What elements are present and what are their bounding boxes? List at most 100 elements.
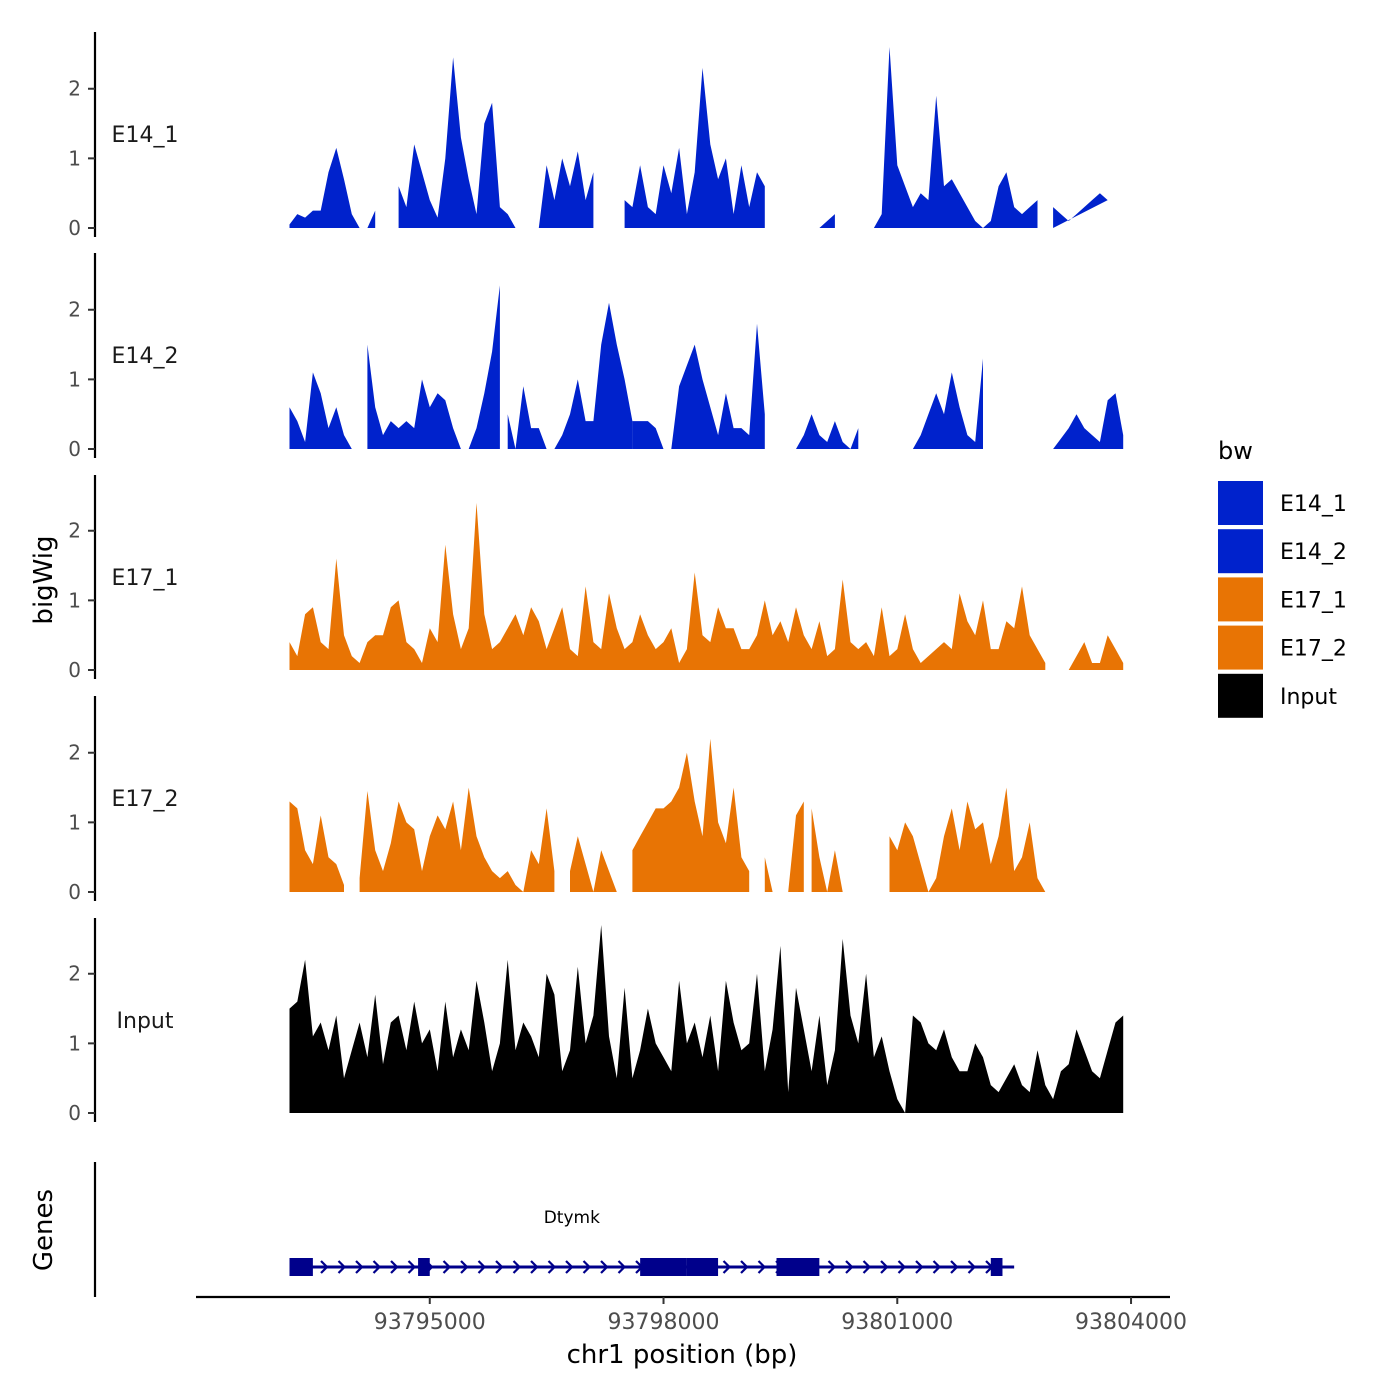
y-tick-label: 2 [68, 519, 81, 543]
track-label-E14_1: E14_1 [112, 123, 179, 148]
y-tick-label: 1 [68, 146, 81, 170]
legend-key-E17_2 [1218, 625, 1263, 670]
area-E17_2-4 [764, 801, 804, 892]
area-E17_2-1 [359, 787, 555, 892]
x-tick-label: 93804000 [1075, 1310, 1187, 1335]
legend-key-Input [1218, 673, 1263, 718]
legend-key-E14_1 [1218, 481, 1263, 525]
area-E17_1-1 [1060, 635, 1124, 670]
strand-arrow [407, 1260, 417, 1274]
strand-arrow [565, 1260, 574, 1274]
y-tick-label: 0 [68, 880, 81, 904]
y-tick-label: 0 [68, 437, 81, 461]
x-tick-label: 93801000 [841, 1310, 953, 1335]
area-E17_2-0 [289, 801, 344, 892]
strand-arrow [862, 1260, 872, 1274]
strand-arrow [950, 1260, 959, 1274]
exon-3 [686, 1258, 719, 1276]
track-label-E14_2: E14_2 [112, 344, 179, 369]
strand-arrow [757, 1260, 767, 1274]
strand-arrow [722, 1260, 732, 1274]
area-Input-0 [289, 925, 1124, 1113]
x-tick-label: 93795000 [374, 1310, 486, 1335]
area-E14_2-4 [788, 414, 859, 449]
track-E17_1: 0 1 2 E17_1 [68, 475, 1124, 682]
y-tick-label: 2 [68, 77, 81, 101]
strand-arrow [390, 1260, 399, 1274]
area-E17_2-6 [889, 787, 1116, 892]
y-tick-label: 1 [68, 588, 81, 612]
area-E14_1-5 [1053, 193, 1108, 228]
y-tick-label: 1 [68, 1031, 81, 1055]
genes-track-label: Genes [29, 1189, 59, 1271]
strand-arrow [460, 1260, 469, 1274]
area-E14_1-4 [873, 47, 1038, 228]
exon-5 [990, 1258, 1003, 1276]
area-E14_1-0 [289, 147, 376, 228]
legend-key-E17_1 [1218, 577, 1263, 622]
exon-4 [776, 1258, 820, 1276]
track-label-E17_1: E17_1 [112, 566, 179, 591]
legend-label-E17_2: E17_2 [1280, 637, 1347, 662]
strand-arrow [600, 1260, 609, 1274]
y-tick-label: 0 [68, 658, 81, 682]
x-tick-label: 93798000 [608, 1310, 720, 1335]
y-axis-title: bigWig [29, 535, 59, 624]
strand-arrow [740, 1260, 749, 1274]
legend-label-E14_1: E14_1 [1280, 492, 1347, 517]
area-E17_2-5 [811, 808, 851, 892]
strand-arrow [320, 1260, 329, 1274]
y-tick-label: 2 [68, 298, 81, 322]
area-E14_1-2 [624, 67, 765, 229]
y-tick-label: 1 [68, 367, 81, 391]
x-axis-title: chr1 position (bp) [567, 1340, 798, 1370]
track-Input: 0 1 2 Input [68, 918, 1124, 1125]
gene-name-label: Dtymk [544, 1208, 600, 1228]
area-E14_2-6 [1022, 393, 1124, 449]
area-E14_2-5 [889, 358, 983, 449]
strand-arrow [967, 1260, 977, 1274]
area-E14_1-1 [398, 57, 594, 229]
legend: bw E14_1 E14_2 E17_1 E17_2 Input [1218, 437, 1347, 718]
legend-title: bw [1218, 437, 1253, 465]
track-E14_1: 0 1 2 E14_1 [68, 32, 1108, 240]
strand-arrow [355, 1260, 364, 1274]
strand-arrow [617, 1260, 627, 1274]
x-axis: 93795000 93798000 93801000 93804000 [196, 1295, 1187, 1335]
legend-label-E14_2: E14_2 [1280, 540, 1347, 565]
exon-0 [289, 1258, 313, 1276]
strand-arrow [372, 1260, 382, 1274]
track-label-E17_2: E17_2 [112, 787, 179, 812]
strand-arrow [495, 1260, 504, 1274]
exon-2 [640, 1258, 687, 1276]
area-E17_1-0 [289, 502, 1046, 670]
strand-arrow [932, 1260, 942, 1274]
legend-key-E14_2 [1218, 529, 1263, 574]
strand-arrow [547, 1260, 557, 1274]
area-E14_2-3 [632, 323, 765, 449]
strand-arrow [530, 1260, 539, 1274]
strand-arrow [845, 1260, 854, 1274]
track-label-Input: Input [117, 1009, 174, 1034]
legend-label-Input: Input [1280, 685, 1337, 710]
y-tick-label: 2 [68, 962, 81, 986]
strand-arrow [827, 1260, 837, 1274]
genes-layer: Dtymk [93, 1162, 1015, 1297]
exon-1 [418, 1258, 430, 1276]
legend-label-E17_1: E17_1 [1280, 588, 1347, 613]
area-E14_2-2 [507, 302, 633, 449]
strand-arrow [477, 1260, 487, 1274]
strand-arrow [337, 1260, 347, 1274]
track-E14_2: 0 1 2 E14_2 [68, 253, 1124, 461]
strand-arrow [442, 1260, 452, 1274]
area-E17_2-2 [570, 836, 617, 892]
area-E14_1-3 [811, 214, 835, 228]
strand-arrow [512, 1260, 522, 1274]
strand-arrow [582, 1260, 592, 1274]
y-tick-label: 0 [68, 1101, 81, 1125]
y-tick-label: 1 [68, 810, 81, 834]
y-tick-label: 2 [68, 741, 81, 765]
gene-Dtymk: Dtymk [289, 1208, 1015, 1276]
track-E17_2: 0 1 2 E17_2 [68, 696, 1116, 904]
